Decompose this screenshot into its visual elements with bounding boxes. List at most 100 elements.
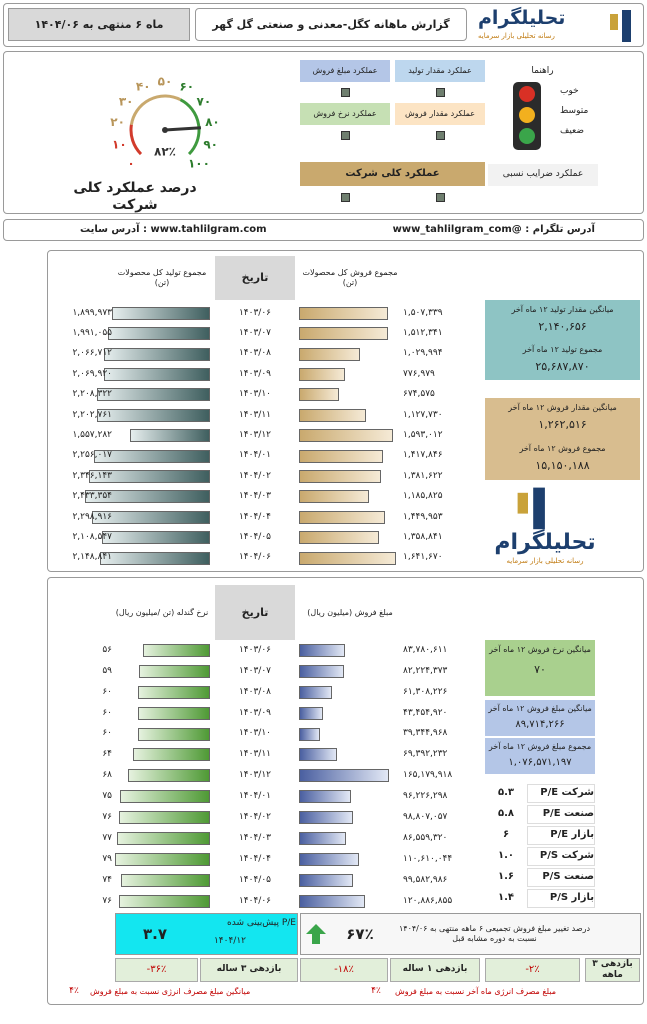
sales-amount-value: ۱۱۰,۶۱۰,۰۴۴: [403, 853, 453, 864]
gauge-caption: درصد عملکرد کلی شرکت: [73, 179, 197, 214]
sales-amount-bar: [299, 706, 323, 720]
summary-box: [485, 640, 595, 696]
summary-box: [485, 300, 640, 380]
sales-amount-bar: [299, 832, 347, 846]
sales-amount-value: ۶۱,۳۰۸,۲۲۶: [403, 686, 448, 697]
sales-qty-bar: [299, 449, 383, 463]
production-value: ۲,۲۹۸,۹۱۶: [72, 511, 112, 522]
summary-box: [485, 398, 640, 480]
rate-value: ۶۰: [102, 686, 112, 697]
sales-qty-value: ۱,۰۲۹,۹۹۴: [403, 348, 443, 359]
gauge-tick-label: ۲۰: [110, 115, 125, 129]
rate-bar: [137, 706, 210, 720]
logo-bar: [533, 487, 545, 530]
gauge-arc: [179, 98, 201, 156]
sales-amount-value: ۸۶,۵۵۹,۳۲۰: [403, 832, 448, 843]
date: ۱۴۰۳/۱۰: [238, 728, 272, 739]
rate-value: ۷۶: [102, 812, 112, 822]
gauge-tick-label: ۳۰: [119, 94, 134, 108]
date: ۱۴۰۳/۰۷: [238, 665, 272, 676]
report-date: ماه ۶ منتهی به ۱۴۰۴/۰۶: [8, 8, 190, 41]
summary-label: میانگین مقدار تولید ۱۲ ماه آخر: [511, 305, 614, 314]
traffic-light-lamp: [519, 86, 535, 102]
production-bar: [96, 388, 210, 402]
date: ۱۴۰۴/۰۵: [238, 531, 272, 542]
date: ۱۴۰۴/۰۶: [238, 895, 272, 906]
gauge-tick-label: ۱۰: [112, 137, 127, 151]
production-bar: [99, 551, 210, 565]
rate-bar: [137, 685, 210, 699]
date: ۱۴۰۴/۰۲: [238, 812, 272, 822]
production-bar: [103, 367, 210, 381]
sales-amount-bar: [299, 811, 353, 825]
sales-qty-value: ۱,۶۴۱,۶۷۰: [403, 552, 443, 563]
date: ۱۴۰۳/۰۹: [238, 368, 272, 379]
legend-level: متوسط: [560, 106, 589, 117]
indicator-dot: [436, 131, 445, 140]
sales-qty-value: ۱,۴۴۹,۹۵۳: [403, 511, 443, 522]
ratio-value: ۱.۴: [497, 892, 514, 904]
telegram: آدرس تلگرام : @www_tahlilgram_com: [392, 223, 595, 235]
date: ۱۴۰۳/۱۱: [238, 749, 272, 760]
ratio-label: شرکت P/S: [527, 847, 595, 866]
forecast-value: ۳.۷: [142, 924, 167, 943]
sales-amount-bar: [299, 643, 345, 657]
rate-value: ۶۸: [102, 770, 112, 781]
ratio-value: ۵.۳: [497, 787, 514, 799]
rate-bar: [121, 873, 210, 887]
column-header: تاریخ: [215, 585, 295, 640]
date: ۱۴۰۴/۰۳: [238, 832, 272, 843]
column-header: مجموع فروش کل محصولات (تن): [302, 268, 398, 287]
gauge-needle: [164, 126, 202, 132]
production-value: ۱,۸۹۹,۹۷۳: [72, 307, 112, 318]
sales-amount-value: ۱۶۵,۱۷۹,۹۱۸: [403, 770, 453, 781]
sales-qty-bar: [299, 388, 339, 402]
gauge-tick-label: ۹۰: [203, 137, 218, 151]
sales-amount-value: ۹۶,۲۲۶,۲۹۸: [403, 791, 448, 802]
rate-bar: [139, 664, 210, 678]
sales-qty-value: ۱,۱۸۵,۸۲۵: [403, 491, 443, 502]
gauge-tick-label: ۷۰: [197, 94, 212, 108]
sales-amount-value: ۸۳,۷۸۰,۶۱۱: [403, 644, 448, 655]
production-bar: [130, 429, 210, 443]
rate-bar: [137, 727, 210, 741]
production-bar: [91, 510, 210, 524]
summary-value: ۷۰: [534, 663, 546, 677]
date: ۱۴۰۴/۰۵: [238, 874, 272, 885]
forecast-box: [115, 913, 298, 955]
logo-icon: [517, 487, 545, 530]
column-header: نرخ گندله (تن /میلیون ریال): [115, 607, 209, 617]
indicator-label: عملکرد مقدار فروش: [395, 103, 485, 125]
date: ۱۴۰۳/۰۸: [238, 348, 272, 359]
rate-bar: [133, 748, 210, 762]
sales-amount-bar: [299, 873, 354, 887]
sales-qty-bar: [299, 347, 360, 361]
date: ۱۴۰۴/۰۱: [238, 450, 272, 461]
production-bar: [107, 327, 210, 341]
indicator-dot: [436, 88, 445, 97]
legend-level: ضعیف: [560, 126, 585, 137]
rate-bar: [128, 769, 210, 783]
return-label: بازدهی ۳ ساله: [200, 958, 298, 982]
column-header: مبلغ فروش (میلیون ریال): [307, 607, 393, 617]
energy-label: مبلغ مصرف انرژی ماه آخر نسبت به مبلغ فرو…: [395, 987, 556, 996]
sales-qty-bar: [299, 510, 385, 524]
summary-value: ۸۹,۷۱۴,۲۶۶: [515, 719, 565, 731]
production-bar: [112, 306, 210, 320]
energy-value: ۴٪: [371, 986, 381, 997]
rate-value: ۵۶: [102, 644, 112, 655]
return-label: بازدهی ۳ ماهه: [585, 958, 640, 982]
sales-qty-value: ۶۷۴,۵۷۵: [403, 389, 435, 400]
sales-qty-bar: [299, 367, 345, 381]
overall-label: عملکرد کلی شرکت: [300, 162, 485, 186]
logo-subtitle: رسانه تحلیلی بازار سرمایه: [478, 31, 555, 40]
rate-bar: [142, 643, 210, 657]
sales-amount-value: ۹۸,۸۰۷,۰۵۷: [403, 812, 448, 822]
rate-bar: [115, 852, 210, 866]
sales-qty-value: ۱,۵۱۲,۳۴۱: [403, 327, 443, 338]
sales-amount-value: ۹۹,۵۸۲,۹۸۶: [403, 874, 448, 885]
sales-amount-value: ۸۲,۲۲۴,۳۷۳: [403, 665, 448, 676]
sales-amount-bar: [299, 769, 389, 783]
production-value: ۲,۲۰۸,۳۲۲: [72, 389, 112, 400]
